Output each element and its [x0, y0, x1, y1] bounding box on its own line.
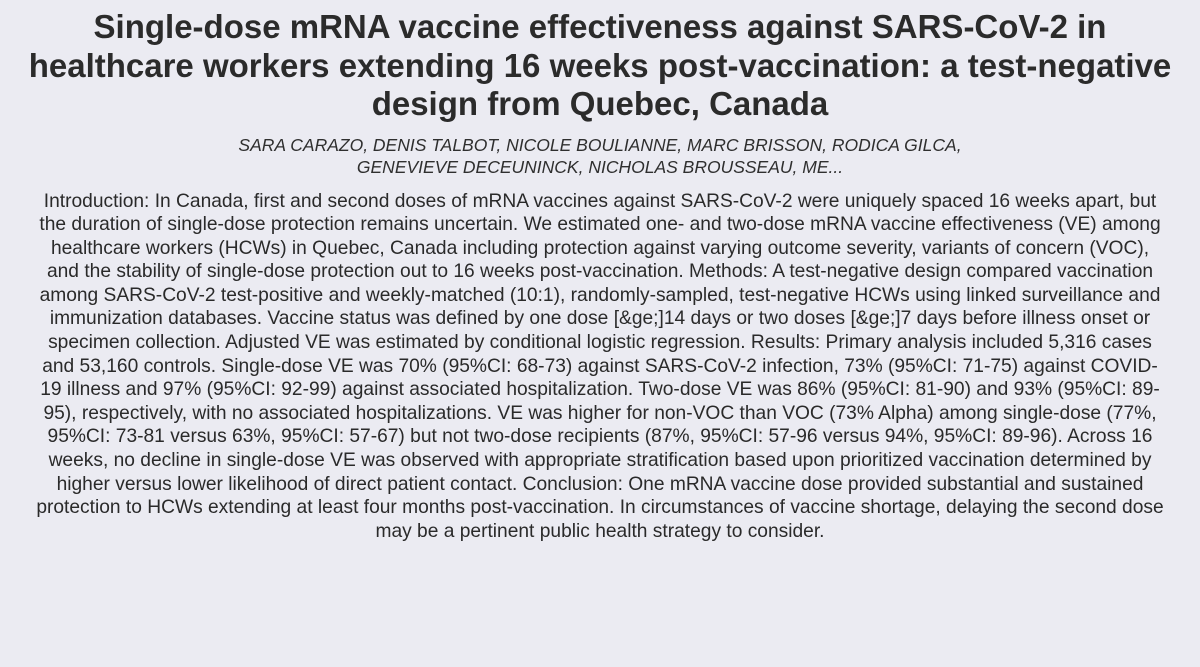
author-list: SARA CARAZO, DENIS TALBOT, NICOLE BOULIA…	[238, 134, 962, 177]
paper-title: Single-dose mRNA vaccine effectiveness a…	[28, 8, 1172, 122]
abstract-text: Introduction: In Canada, first and secon…	[36, 190, 1164, 542]
